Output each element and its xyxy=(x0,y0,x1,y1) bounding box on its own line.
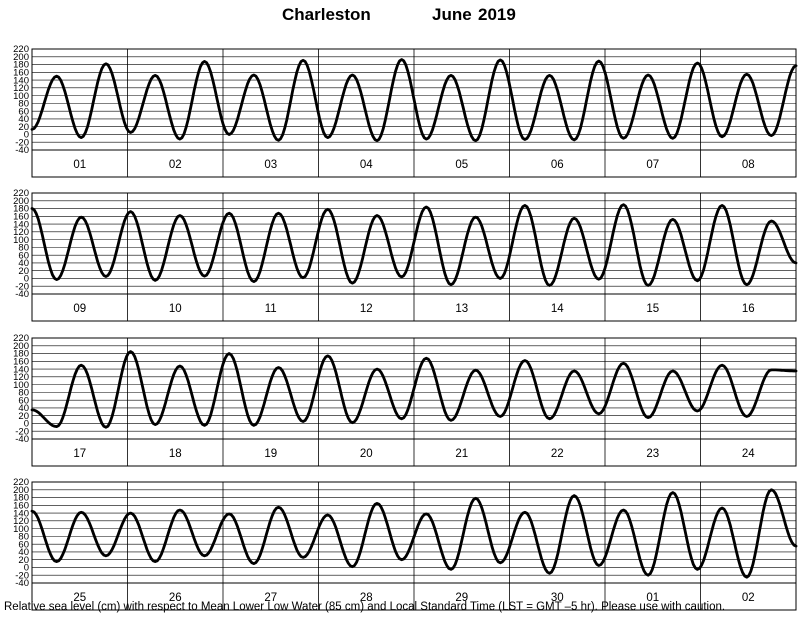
y-tick-label: 0 xyxy=(24,274,29,285)
title-month: June xyxy=(432,5,472,24)
y-tick-label: 160 xyxy=(13,501,29,512)
y-tick-label: 80 xyxy=(18,243,29,254)
y-tick-label: 140 xyxy=(13,75,29,86)
y-tick-label: 20 xyxy=(18,266,29,277)
tide-curve xyxy=(30,488,798,579)
y-tick-label: 160 xyxy=(13,68,29,79)
day-label: 25 xyxy=(73,592,86,604)
y-tick-label: 20 xyxy=(18,555,29,566)
day-label: 01 xyxy=(646,592,659,604)
y-tick-label: -40 xyxy=(15,434,29,445)
day-label: 17 xyxy=(73,448,86,460)
y-tick-label: 200 xyxy=(13,341,29,352)
y-tick-label: 60 xyxy=(18,539,29,550)
day-label: 10 xyxy=(169,303,182,315)
y-tick-label: 20 xyxy=(18,411,29,422)
day-label: 27 xyxy=(264,592,277,604)
y-tick-label: 80 xyxy=(18,532,29,543)
day-label: 05 xyxy=(455,159,468,171)
y-tick-label: 60 xyxy=(18,106,29,117)
y-tick-label: 0 xyxy=(24,130,29,141)
day-label: 13 xyxy=(455,303,468,315)
day-label: 09 xyxy=(73,303,86,315)
y-tick-label: 200 xyxy=(13,52,29,63)
y-tick-label: -40 xyxy=(15,145,29,156)
tide-curve xyxy=(30,58,798,143)
day-label: 01 xyxy=(73,159,86,171)
y-tick-label: 160 xyxy=(13,212,29,223)
day-label: 26 xyxy=(169,592,182,604)
y-tick-label: 200 xyxy=(13,196,29,207)
tide-curve xyxy=(30,203,798,287)
day-label: 21 xyxy=(455,448,468,460)
y-tick-label: 220 xyxy=(13,44,29,55)
day-label: 16 xyxy=(742,303,755,315)
y-tick-label: 140 xyxy=(13,508,29,519)
title-station: Charleston xyxy=(282,5,371,24)
footnote: Relative sea level (cm) with respect to … xyxy=(4,601,726,613)
y-tick-label: 220 xyxy=(13,477,29,488)
day-label: 19 xyxy=(264,448,277,460)
day-label: 02 xyxy=(742,592,755,604)
y-tick-label: 40 xyxy=(18,547,29,558)
y-tick-label: 180 xyxy=(13,493,29,504)
y-tick-label: 160 xyxy=(13,357,29,368)
day-label: 03 xyxy=(264,159,277,171)
day-label: 02 xyxy=(169,159,182,171)
y-tick-label: 120 xyxy=(13,372,29,383)
day-label: 14 xyxy=(551,303,564,315)
y-tick-label: 0 xyxy=(24,563,29,574)
y-tick-label: -20 xyxy=(15,570,29,581)
y-tick-label: 0 xyxy=(24,419,29,430)
y-tick-label: 100 xyxy=(13,524,29,535)
y-tick-label: 40 xyxy=(18,258,29,269)
day-label: 11 xyxy=(265,303,277,315)
y-tick-label: 60 xyxy=(18,250,29,261)
day-label: 12 xyxy=(360,303,373,315)
day-label: 28 xyxy=(360,592,373,604)
y-tick-label: -20 xyxy=(15,426,29,437)
y-tick-label: 100 xyxy=(13,91,29,102)
day-label: 30 xyxy=(551,592,564,604)
y-tick-label: 80 xyxy=(18,388,29,399)
y-tick-label: 100 xyxy=(13,380,29,391)
day-label: 23 xyxy=(646,448,659,460)
tide-curve xyxy=(30,350,798,429)
day-label: 20 xyxy=(360,448,373,460)
y-tick-label: -20 xyxy=(15,281,29,292)
y-tick-label: 200 xyxy=(13,485,29,496)
y-tick-label: -20 xyxy=(15,137,29,148)
day-label: 15 xyxy=(646,303,659,315)
day-label: 22 xyxy=(551,448,564,460)
y-tick-label: 40 xyxy=(18,403,29,414)
y-tick-label: 140 xyxy=(13,219,29,230)
day-label: 24 xyxy=(742,448,755,460)
y-tick-label: 120 xyxy=(13,83,29,94)
title-year: 2019 xyxy=(478,5,516,24)
chart-title: Charleston June 2019 xyxy=(0,5,800,27)
y-tick-label: 180 xyxy=(13,349,29,360)
y-tick-label: 120 xyxy=(13,516,29,527)
y-tick-label: 220 xyxy=(13,333,29,344)
y-tick-label: -40 xyxy=(15,289,29,300)
y-tick-label: 180 xyxy=(13,204,29,215)
day-label: 29 xyxy=(455,592,468,604)
y-tick-label: 140 xyxy=(13,364,29,375)
y-tick-label: 120 xyxy=(13,227,29,238)
day-label: 06 xyxy=(551,159,564,171)
day-label: 07 xyxy=(646,159,659,171)
y-tick-label: 80 xyxy=(18,99,29,110)
y-tick-label: 180 xyxy=(13,60,29,71)
y-tick-label: -40 xyxy=(15,578,29,589)
y-tick-label: 40 xyxy=(18,114,29,125)
y-tick-label: 100 xyxy=(13,235,29,246)
y-tick-label: 60 xyxy=(18,395,29,406)
day-label: 04 xyxy=(360,159,373,171)
day-label: 08 xyxy=(742,159,755,171)
y-tick-label: 20 xyxy=(18,122,29,133)
day-label: 18 xyxy=(169,448,182,460)
y-tick-label: 220 xyxy=(13,188,29,199)
